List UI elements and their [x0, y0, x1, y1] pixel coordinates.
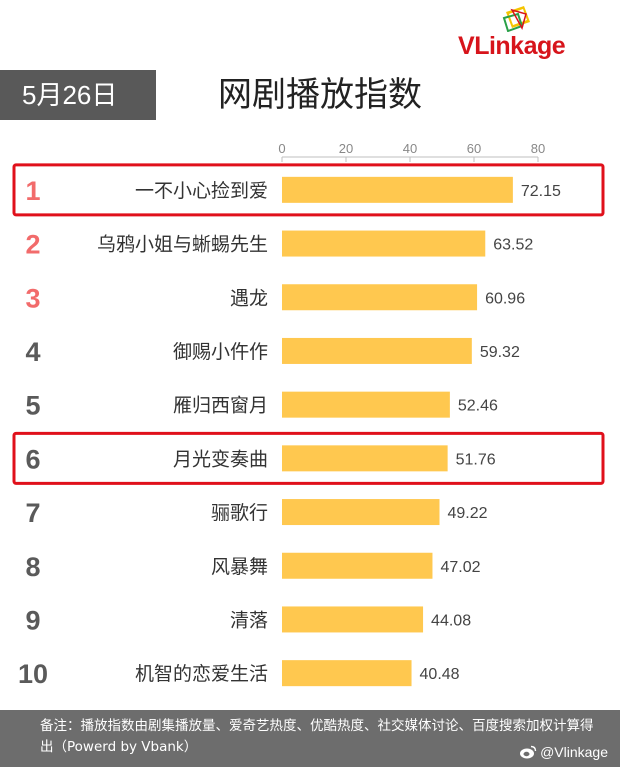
- weibo-icon: [520, 745, 537, 759]
- bar: [282, 176, 513, 203]
- logo-letter-v: V: [458, 32, 475, 60]
- bar: [282, 284, 478, 311]
- weibo-handle[interactable]: @Vlinkage: [519, 744, 608, 760]
- value-label: 49.22: [448, 505, 488, 522]
- vlinkage-logo: VLinkage: [458, 6, 608, 62]
- bar-chart: 0 20 40 60 80 1 一不小心捡到爱 72.15 2 乌鸦小姐与蜥蜴先生 63.52 3 遇龙…: [12, 141, 605, 689]
- date-badge: 5月26日: [0, 70, 156, 120]
- value-label: 52.46: [458, 398, 498, 415]
- value-label: 47.02: [440, 559, 480, 576]
- rank-number: 6: [25, 444, 40, 474]
- category-label: 风暴舞: [211, 556, 268, 578]
- value-label: 51.76: [456, 451, 496, 468]
- footer: 备注：播放指数由剧集播放量、爱奇艺热度、优酷热度、社交媒体讨论、百度搜索加权计算…: [0, 710, 620, 767]
- footer-note: 备注：播放指数由剧集播放量、爱奇艺热度、优酷热度、社交媒体讨论、百度搜索加权计算…: [40, 718, 594, 755]
- rank-number: 10: [18, 659, 48, 689]
- value-label: 40.48: [420, 666, 460, 683]
- bar: [282, 660, 412, 687]
- category-label: 清落: [230, 609, 268, 631]
- bar: [282, 337, 472, 364]
- highlight-box: [12, 431, 605, 485]
- rank-number: 8: [25, 552, 40, 582]
- x-tick-label: 80: [531, 141, 545, 156]
- category-label: 雁归西窗月: [173, 395, 268, 417]
- category-label: 月光变奏曲: [173, 448, 268, 470]
- category-label: 骊歌行: [211, 502, 268, 524]
- logo-text: VLinkage: [458, 32, 566, 61]
- x-tick-label: 20: [339, 141, 353, 156]
- x-tick-label: 0: [278, 141, 285, 156]
- category-label: 御赐小仵作: [173, 341, 268, 363]
- value-label: 60.96: [485, 290, 525, 307]
- x-tick-label: 40: [403, 141, 417, 156]
- bar: [282, 391, 450, 418]
- bar: [282, 230, 486, 257]
- category-label: 乌鸦小姐与蜥蜴先生: [97, 234, 268, 256]
- rank-number: 9: [25, 605, 40, 635]
- category-label: 一不小心捡到爱: [135, 180, 268, 202]
- rank-number: 2: [25, 230, 40, 260]
- bar: [282, 499, 440, 526]
- weibo-handle-text: @Vlinkage: [540, 744, 608, 760]
- rank-number: 5: [25, 391, 40, 421]
- value-label: 44.08: [431, 612, 471, 629]
- value-label: 72.15: [521, 183, 561, 200]
- logo-wordmark: Linkage: [474, 32, 566, 60]
- value-label: 63.52: [493, 237, 533, 254]
- bar: [282, 552, 433, 579]
- x-tick-label: 60: [467, 141, 481, 156]
- logo-mark-icon: [502, 6, 530, 32]
- chart-title: 网剧播放指数: [218, 75, 422, 115]
- rank-number: 7: [25, 498, 40, 528]
- rank-number: 1: [25, 176, 40, 206]
- bar: [282, 606, 424, 633]
- category-label: 机智的恋爱生活: [135, 663, 268, 685]
- rank-number: 4: [25, 337, 40, 367]
- bar: [282, 445, 448, 472]
- category-label: 遇龙: [230, 287, 268, 309]
- value-label: 59.32: [480, 344, 520, 361]
- rank-number: 3: [25, 283, 40, 313]
- highlight-box: [12, 163, 605, 217]
